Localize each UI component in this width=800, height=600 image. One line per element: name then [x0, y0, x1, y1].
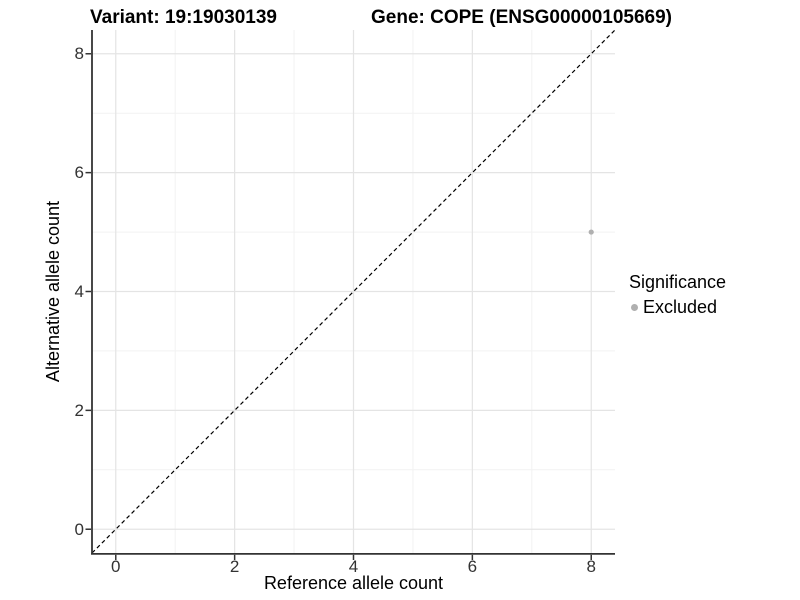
- y-tick-label: 0: [74, 519, 84, 539]
- legend: Significance Excluded: [629, 272, 726, 318]
- x-axis-label: Reference allele count: [263, 573, 444, 593]
- plot-title-variant: Variant: 19:19030139: [90, 7, 277, 28]
- identity-dashed-line: [91, 29, 616, 554]
- legend-title: Significance: [629, 272, 727, 292]
- x-tick-label: 4: [348, 557, 359, 576]
- x-tick-label: 2: [229, 557, 240, 576]
- x-tick-label: 8: [586, 557, 596, 576]
- plot-title-gene: Gene: COPE (ENSG00000105669): [371, 7, 672, 28]
- y-tick-label: 6: [74, 163, 84, 183]
- legend-item: Excluded: [629, 297, 726, 318]
- x-tick-label: 0: [111, 557, 121, 576]
- legend-items: Excluded: [629, 297, 726, 318]
- y-tick-label: 2: [74, 400, 84, 420]
- y-tick-label: 8: [74, 44, 84, 64]
- legend-item-label: Excluded: [643, 297, 718, 317]
- data-point: [588, 229, 594, 235]
- y-axis-label: Alternative allele count: [43, 200, 63, 383]
- x-tick-label: 6: [467, 557, 478, 576]
- y-tick-label: 4: [74, 282, 84, 301]
- legend-key-dot-icon: [631, 304, 638, 311]
